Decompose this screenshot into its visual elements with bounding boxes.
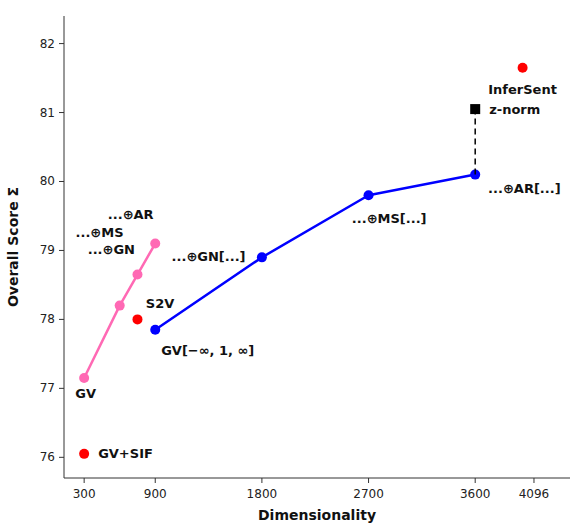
annotation: ...⊕MS[...] xyxy=(352,211,427,226)
y-axis-line xyxy=(64,16,65,478)
y-tick xyxy=(59,250,64,251)
annotation: ...⊕GN[...] xyxy=(172,249,246,264)
x-tick xyxy=(155,478,156,483)
x-tick xyxy=(475,478,476,483)
marker-circle xyxy=(257,252,267,262)
annotation: ...⊕MS xyxy=(76,225,124,240)
y-tick-label: 81 xyxy=(40,106,55,120)
chart: 300 900 1800 2700 3600 4096 76 77 78 79 80 81 82 Dime… xyxy=(0,0,586,530)
annotation: GV[−∞, 1, ∞] xyxy=(161,343,254,358)
y-tick xyxy=(59,388,64,389)
y-tick-label: 77 xyxy=(40,381,55,395)
series-line xyxy=(474,109,476,175)
x-tick-label: 1800 xyxy=(247,487,278,501)
marker-circle xyxy=(79,449,89,459)
y-tick-label: 80 xyxy=(40,174,55,188)
annotations: GV+SIF S2V InferSent z-norm GV ...⊕GN ...⊕MS..… xyxy=(75,82,560,462)
annotation: ...⊕GN xyxy=(88,242,135,257)
y-tick xyxy=(59,319,64,320)
x-tick xyxy=(368,478,369,483)
y-tick xyxy=(59,457,64,458)
marker-circle xyxy=(115,301,125,311)
annotation: ...⊕AR[...] xyxy=(488,181,560,196)
y-tick xyxy=(59,43,64,44)
x-tick-label: 2700 xyxy=(353,487,384,501)
x-tick-label: 300 xyxy=(73,487,96,501)
x-tick-label: 4096 xyxy=(519,487,550,501)
y-tick-label: 78 xyxy=(40,312,55,326)
x-tick xyxy=(84,478,85,483)
annotation: z-norm xyxy=(489,102,540,117)
marker-circle xyxy=(132,270,142,280)
y-tick-label: 79 xyxy=(40,243,55,257)
annotation: InferSent xyxy=(488,82,557,97)
annotation: ...⊕AR xyxy=(108,207,154,222)
marker-square xyxy=(470,104,480,114)
annotation: GV xyxy=(75,386,96,401)
y-tick-label: 82 xyxy=(40,37,55,51)
axes: 300 900 1800 2700 3600 4096 76 77 78 79 80 81 82 xyxy=(40,16,570,501)
x-tick-label: 3600 xyxy=(460,487,491,501)
x-axis-line xyxy=(64,478,570,479)
y-tick xyxy=(59,181,64,182)
plot-area xyxy=(79,63,527,459)
x-tick-label: 900 xyxy=(144,487,167,501)
x-tick xyxy=(261,478,262,483)
series-line xyxy=(155,175,475,330)
marker-circle xyxy=(518,63,528,73)
x-axis-label: Dimensionality xyxy=(258,507,376,523)
y-tick xyxy=(59,112,64,113)
x-tick xyxy=(533,478,534,483)
y-tick-label: 76 xyxy=(40,450,55,464)
marker-circle xyxy=(364,190,374,200)
marker-circle xyxy=(132,314,142,324)
annotation: GV+SIF xyxy=(98,446,153,461)
marker-circle xyxy=(150,325,160,335)
y-axis-label: Overall Score Σ xyxy=(5,187,21,307)
marker-circle xyxy=(79,373,89,383)
marker-circle xyxy=(150,239,160,249)
annotation: S2V xyxy=(146,296,174,311)
series-line xyxy=(84,244,155,378)
